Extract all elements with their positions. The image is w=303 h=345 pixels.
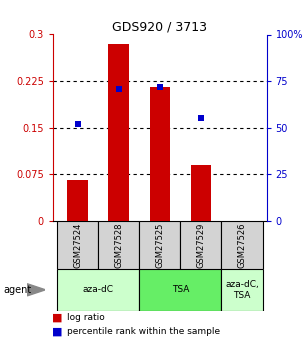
Bar <box>108 44 129 221</box>
Bar <box>150 87 170 221</box>
Bar <box>57 269 139 310</box>
Bar <box>221 221 262 269</box>
Bar <box>221 269 262 310</box>
Text: agent: agent <box>3 285 31 295</box>
Bar <box>67 180 88 221</box>
Bar <box>191 165 211 221</box>
Title: GDS920 / 3713: GDS920 / 3713 <box>112 20 207 33</box>
Text: ■: ■ <box>52 326 62 336</box>
Text: TSA: TSA <box>172 285 189 294</box>
Text: GSM27525: GSM27525 <box>155 222 164 268</box>
Bar <box>139 221 180 269</box>
Text: aza-dC,
TSA: aza-dC, TSA <box>225 280 259 299</box>
Text: GSM27528: GSM27528 <box>114 222 123 268</box>
Text: GSM27529: GSM27529 <box>196 222 205 268</box>
Text: GSM27526: GSM27526 <box>238 222 247 268</box>
Text: ■: ■ <box>52 313 62 322</box>
Bar <box>180 221 221 269</box>
Bar <box>98 221 139 269</box>
Text: aza-dC: aza-dC <box>83 285 114 294</box>
Text: GSM27524: GSM27524 <box>73 222 82 268</box>
Bar <box>57 221 98 269</box>
Text: log ratio: log ratio <box>67 313 105 322</box>
Text: percentile rank within the sample: percentile rank within the sample <box>67 327 220 336</box>
Bar <box>139 269 221 310</box>
Polygon shape <box>27 284 45 296</box>
